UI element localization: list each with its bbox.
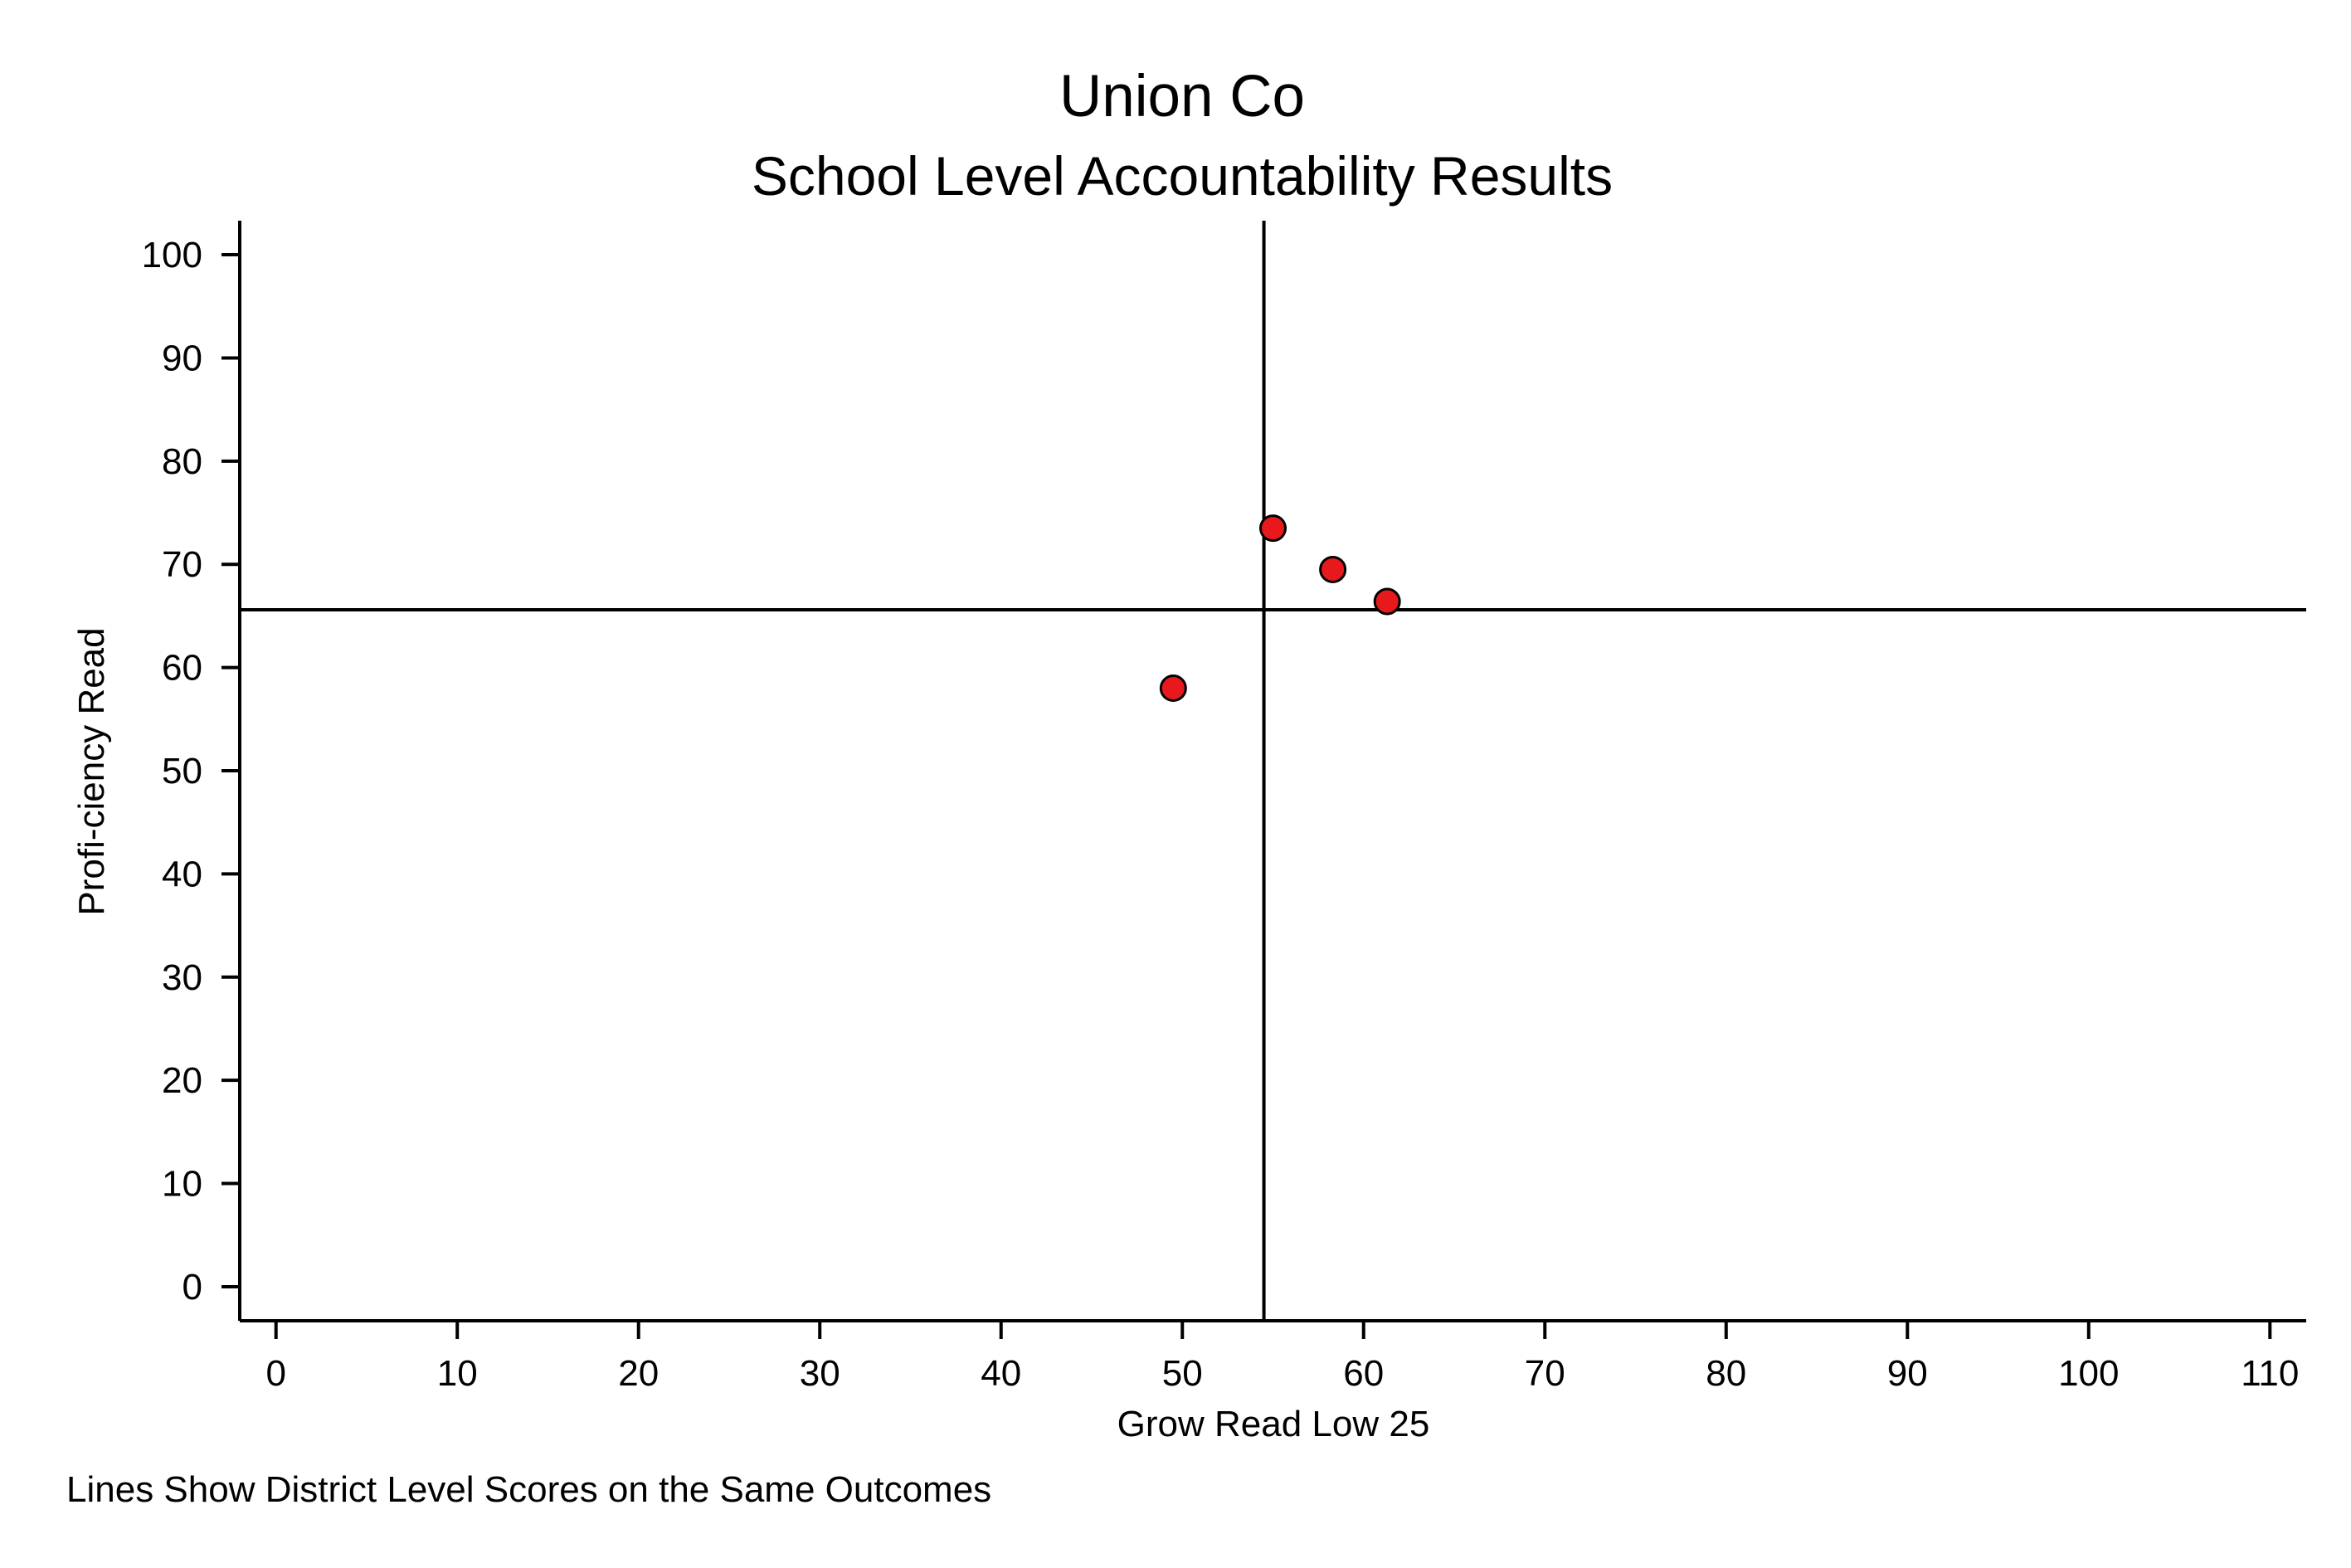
scatter-point: [1259, 514, 1287, 543]
y-tick-label: 0: [183, 1267, 202, 1307]
x-tick-label: 50: [1162, 1353, 1203, 1394]
scatter-point: [1159, 674, 1187, 702]
y-axis-title: Profi-ciency Read: [71, 627, 112, 915]
x-axis-title: Grow Read Low 25: [1117, 1404, 1430, 1444]
x-tick-label: 100: [2058, 1353, 2119, 1394]
x-tick-label: 110: [2241, 1353, 2299, 1394]
scatter-point: [1373, 587, 1401, 616]
scatter-point: [1319, 555, 1347, 583]
y-tick-label: 30: [162, 957, 202, 998]
x-tick-label: 80: [1706, 1353, 1746, 1394]
plot-area: 0 10 20 30 40 50 60 70 80 90 100 0 10 20 30 40 50 60 70 80 9…: [142, 221, 2306, 1394]
x-tick-label: 0: [265, 1353, 285, 1394]
chart-title: Union Co: [1059, 64, 1305, 129]
y-tick-label: 40: [162, 854, 202, 894]
x-tick-label: 40: [981, 1353, 1021, 1394]
x-tick-label: 60: [1343, 1353, 1384, 1394]
y-tick-label: 20: [162, 1060, 202, 1101]
y-tick-label: 100: [142, 235, 202, 275]
y-tick-label: 90: [162, 338, 202, 378]
chart-note: Lines Show District Level Scores on the …: [66, 1469, 991, 1510]
y-tick-label: 10: [162, 1164, 202, 1205]
y-tick-label: 80: [162, 441, 202, 482]
x-tick-label: 70: [1525, 1353, 1565, 1394]
x-tick-label: 30: [800, 1353, 840, 1394]
x-tick-label: 20: [618, 1353, 659, 1394]
x-tick-label: 90: [1887, 1353, 1928, 1394]
y-tick-label: 60: [162, 648, 202, 689]
x-tick-label: 10: [437, 1353, 478, 1394]
y-tick-label: 50: [162, 751, 202, 791]
chart-subtitle: School Level Accountability Results: [752, 145, 1613, 207]
y-tick-label: 70: [162, 544, 202, 585]
